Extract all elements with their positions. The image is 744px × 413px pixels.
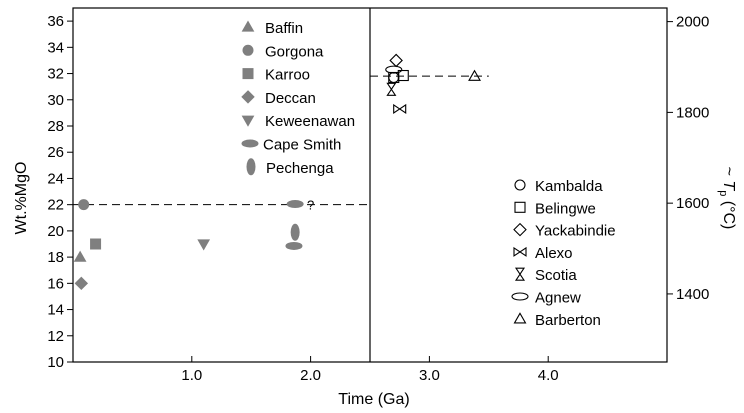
- point-gorgona: [78, 199, 90, 211]
- point-karroo: [90, 238, 102, 250]
- legend-label: Kambalda: [535, 178, 603, 195]
- y-tick-label: 12: [47, 328, 64, 345]
- y-tick-label: 14: [47, 302, 64, 319]
- legend-filled: Baffin Gorgona Karroo Deccan Keweenawan Cape …: [241, 20, 355, 177]
- legends: Baffin Gorgona Karroo Deccan Keweenawan Cape …: [241, 20, 616, 329]
- y-tick-label: 26: [47, 144, 64, 161]
- y-tick-label: 24: [47, 170, 64, 187]
- legend-marker-baffin: [241, 20, 255, 32]
- y2-tick-label: 2000: [676, 14, 709, 31]
- y-tick-label: 10: [47, 354, 64, 371]
- legend-marker-agnew: [511, 292, 529, 301]
- legend-label: Karroo: [265, 67, 310, 84]
- y2-tick-label: 1400: [676, 286, 709, 303]
- x-tick-label: 3.0: [419, 367, 440, 384]
- axis-labels: Time (Ga) Wt.%MgO: [13, 162, 410, 408]
- legend-label: Agnew: [535, 290, 581, 307]
- legend-marker-barberton: [513, 312, 527, 324]
- legend-label: Alexo: [535, 245, 573, 262]
- point-kambalda: [388, 71, 400, 84]
- point-barberton: [468, 69, 481, 81]
- y-tick-label: 32: [47, 66, 64, 83]
- legend-label: Barberton: [535, 312, 601, 329]
- axes: [72, 7, 668, 363]
- legend-marker-belingwe: [514, 201, 526, 213]
- point-pechenga: [290, 223, 300, 241]
- point-pechenga: [285, 241, 303, 250]
- legend-label: Yackabindie: [535, 223, 616, 240]
- data-points: ?: [73, 53, 481, 291]
- y-tick-label: 34: [47, 39, 64, 56]
- y2-tick-label: 1600: [676, 195, 709, 212]
- legend-marker-deccan: [241, 90, 255, 104]
- point-agnew: [385, 65, 403, 74]
- legend-label: Cape Smith: [263, 137, 341, 154]
- legend-label: Pechenga: [266, 160, 334, 177]
- reference-lines: [73, 75, 489, 206]
- y-tick-label: 22: [47, 197, 64, 214]
- annotation: ?: [307, 198, 314, 213]
- legend-label: Baffin: [265, 20, 303, 37]
- legend-marker-gorgona: [242, 44, 254, 56]
- point-belingwe: [397, 69, 409, 82]
- x-tick-label: 4.0: [538, 367, 559, 384]
- legend-label: Deccan: [265, 90, 316, 107]
- x-tick-label: 2.0: [300, 367, 321, 384]
- legend-marker-alexo: [513, 246, 527, 257]
- y-tick-label: 16: [47, 275, 64, 292]
- point-keweenawan: [197, 239, 211, 251]
- legend-marker-pechenga: [246, 158, 256, 176]
- legend-marker-karroo: [242, 68, 254, 80]
- y-tick-label: 36: [47, 13, 64, 30]
- legend-label: Gorgona: [265, 43, 324, 60]
- legend-label: Keweenawan: [265, 113, 355, 130]
- y2-tick-label: 1800: [676, 104, 709, 121]
- y-tick-label: 20: [47, 223, 64, 240]
- y-tick-label: 28: [47, 118, 64, 135]
- x-tick-label: 1.0: [181, 367, 202, 384]
- y-tick-label: 30: [47, 92, 64, 109]
- point-alexo: [393, 103, 407, 114]
- point-baffin: [73, 250, 87, 262]
- legend-marker-keweenawan: [241, 115, 255, 127]
- point-deccan: [74, 276, 89, 291]
- point-yackabindie: [389, 53, 403, 68]
- legend-marker-kambalda: [514, 179, 526, 191]
- legend-marker-cape-smith: [241, 139, 259, 148]
- y2-axis-label: ~ Tp (°C): [717, 167, 737, 230]
- point-scotia: [386, 82, 397, 96]
- y-axis-label: Wt.%MgO: [13, 162, 30, 235]
- point-cape-smith: [286, 200, 304, 209]
- ticks: 10 12 14 16 18 20 22 24 26 28 30 32 34 36 1.0 2.0 3.0 4.0…: [47, 13, 737, 384]
- legend-label: Belingwe: [535, 200, 596, 217]
- legend-marker-scotia: [514, 267, 526, 281]
- legend-marker-yackabindie: [513, 222, 527, 237]
- legend-open: Kambalda Belingwe Yackabindie Alexo Scotia Ag…: [511, 178, 616, 329]
- x-axis-label: Time (Ga): [338, 391, 409, 408]
- legend-label: Scotia: [535, 267, 577, 284]
- y-tick-label: 18: [47, 249, 64, 266]
